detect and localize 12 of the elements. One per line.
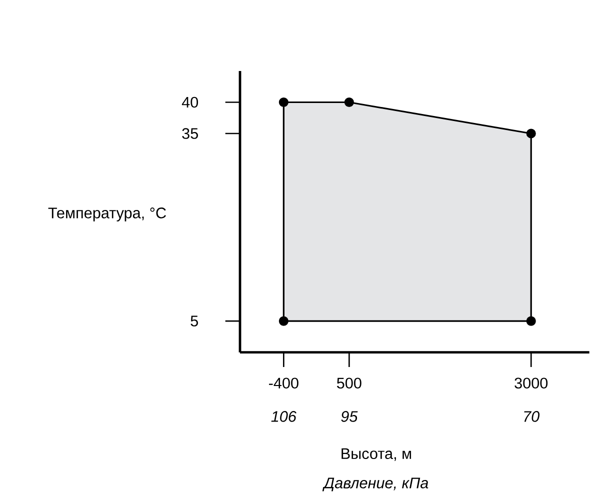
text: Давление, кПа xyxy=(322,478,428,492)
y-axis-title: Температура, °C xyxy=(48,208,166,222)
y-tick-label: 40 xyxy=(182,96,198,108)
x-tick-label: 500 xyxy=(336,378,362,389)
text: 95 xyxy=(341,411,358,422)
y-tick-label: 35 xyxy=(182,128,198,139)
text: 70 xyxy=(524,411,540,422)
x-axis-title: Высота, м xyxy=(342,448,412,461)
x-tick-label: -400 xyxy=(269,378,298,389)
text: 106 xyxy=(271,411,296,422)
x-tick-label: 3000 xyxy=(514,378,548,389)
y-tick-label: 5 xyxy=(190,316,198,326)
